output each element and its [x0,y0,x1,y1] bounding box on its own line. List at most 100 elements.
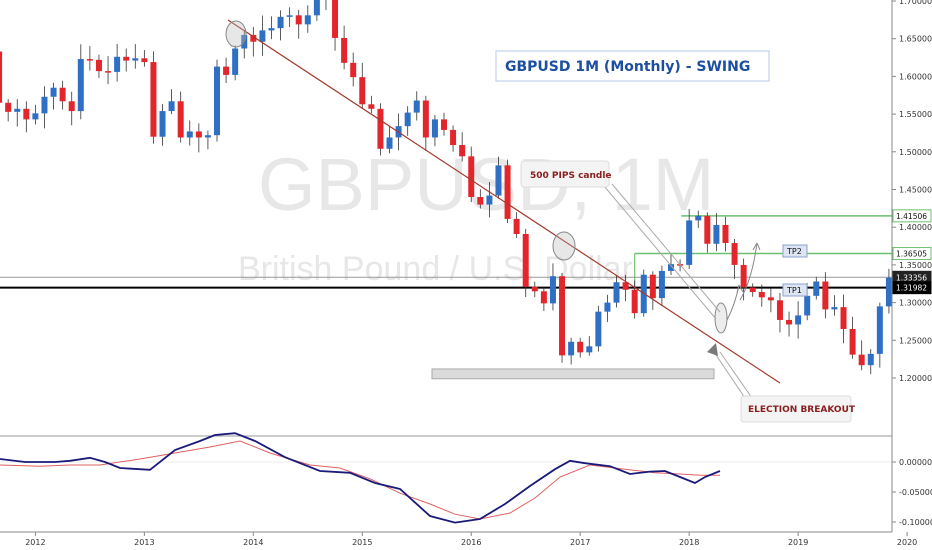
candle-note-pointer [603,185,717,320]
price-tick-label: 1.40000 [899,223,932,232]
tp2-tag-label: TP2 [786,247,802,256]
candle-body [68,101,75,112]
candle-body [204,135,211,138]
time-tick-label: 2019 [788,538,808,547]
price-tick-label: 1.60000 [899,72,932,81]
candle-body [776,300,783,320]
candle-body [277,16,284,29]
candle-body [141,58,148,63]
candle-body [631,289,638,314]
candle-body [831,307,838,310]
candle-body [786,319,793,325]
candle-body [359,77,366,105]
macd-line [0,432,721,524]
price-tick-label: 1.25000 [899,336,932,345]
time-tick-label: 2012 [25,538,45,547]
candle-note-box [520,160,610,188]
candle-body [604,302,611,312]
candle-body [876,306,883,354]
price-tick-label: 1.50000 [899,148,932,157]
candle-body [749,287,756,293]
candle-body [232,48,239,75]
candle-body [268,28,275,31]
tp1-tag-label: TP1 [786,286,802,295]
candle-body [649,274,656,299]
watermark-description: British Pound / U.S. Dollar [238,250,633,288]
price-tick-label: 1.35000 [899,261,932,270]
breakout-note-pointer [713,351,753,399]
candle-body [459,145,466,157]
candle-body [513,218,520,234]
macd-tick-label: 0.00000 [899,458,932,467]
high-circle [225,20,247,48]
trendline-line [227,19,781,384]
candle-body [540,291,547,304]
candle-body [713,224,720,244]
tp1-tag [782,283,808,297]
candle-body [695,215,702,221]
candle-body [50,87,57,97]
candle-body [0,51,3,103]
candle-body [132,58,139,61]
time-tick-label: 2018 [679,538,699,547]
projection-arrow-2 [752,242,761,251]
candle-body [186,131,193,138]
candle-body [14,108,21,112]
watermark-symbol: GBPUSD, 1M [258,143,714,226]
candle-body [5,102,12,112]
candle-body [59,87,66,102]
candle-body [586,346,593,353]
candle-body [150,62,157,137]
candle-body [86,59,93,61]
candle-body [404,112,411,127]
support-zone [431,368,715,380]
candle-body [613,282,620,303]
candle-body [531,286,538,292]
candle-body [377,108,384,149]
candle-body [468,156,475,198]
macd-tick-label: -0.05000 [899,488,932,497]
projection-arrow-1 [736,284,744,294]
candle-body [441,119,447,130]
candle-body [740,264,747,288]
candle-body [804,295,811,316]
candle-body [259,30,266,42]
candle-body [722,224,729,244]
trendline [225,19,781,399]
candle-body [41,96,48,114]
candle-body [795,315,802,325]
candle-body [858,354,865,366]
macd-tick-label: -0.10000 [899,518,932,527]
candle-body [431,119,438,138]
candle-body [23,108,30,120]
candle-body [813,281,820,296]
candle-body [168,101,175,112]
price-label: 1.31982 [896,284,927,293]
candle-body [341,37,348,63]
candle-body [295,15,302,25]
candle-body [77,59,84,112]
candle-body [32,113,39,120]
candle-body [368,104,375,109]
candle-body [313,0,320,16]
candle-body [577,341,584,353]
candle-body [486,195,493,205]
candle-body [658,270,665,299]
candle-body [123,56,130,61]
touch-circle [552,231,576,261]
chart-annotations: GBPUSD 1M (Monthly) - SWING 500 PIPS can… [495,50,856,423]
candle-body [885,277,892,307]
price-tick-label: 1.55000 [899,110,932,119]
candle-body [477,197,484,205]
candle-body [95,59,102,72]
projection-curve-2 [739,242,758,301]
candle-body [195,131,202,138]
chart-watermark: GBPUSD, 1M British Pound / U.S. Dollar [238,143,714,288]
price-label-box [892,209,932,223]
candle-body [413,100,420,113]
price-label: 1.33356 [896,273,927,282]
candle-note-pointer-2 [611,183,721,313]
candle-body [422,100,429,138]
